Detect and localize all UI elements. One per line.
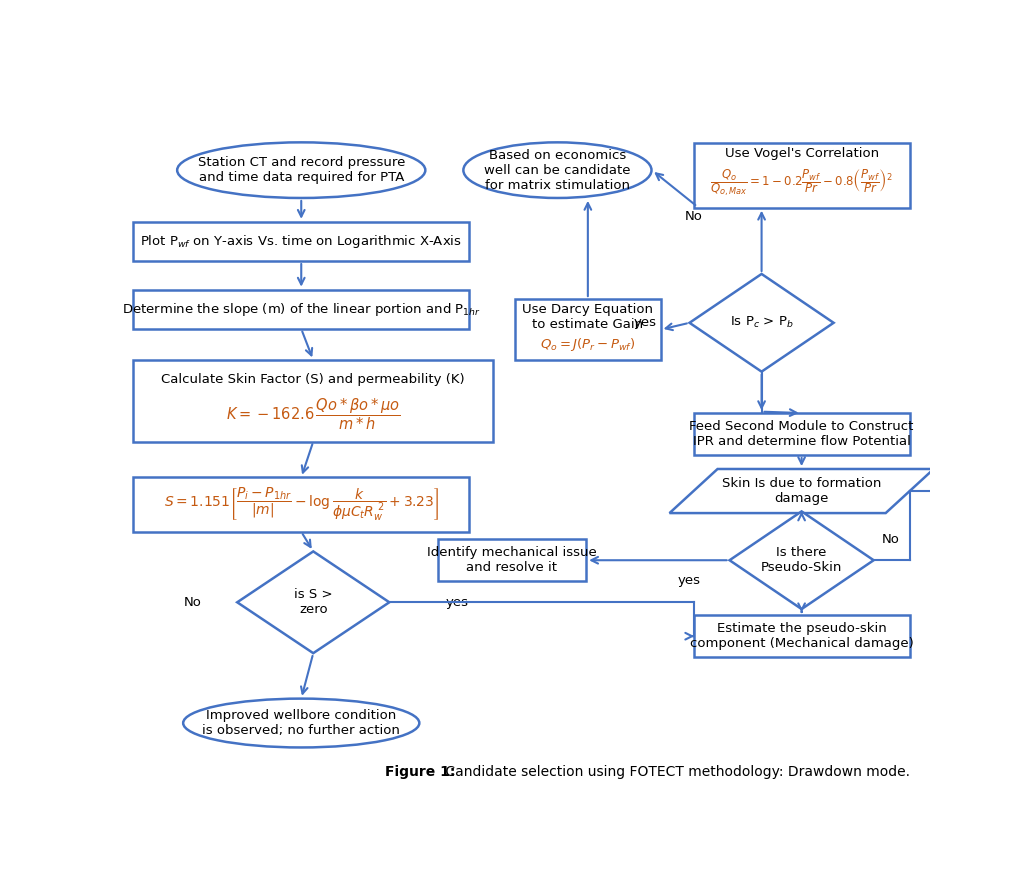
- Text: $K = -162.6\,\dfrac{Qo * \beta o * \mu o}{m * h}$: $K = -162.6\,\dfrac{Qo * \beta o * \mu o…: [226, 396, 401, 433]
- Text: $\dfrac{Q_o}{Q_{o,Max}} = 1 - 0.2\dfrac{P_{wf}}{Pr} - 0.8\left(\dfrac{P_{wf}}{Pr: $\dfrac{Q_o}{Q_{o,Max}} = 1 - 0.2\dfrac{…: [711, 168, 893, 199]
- Text: Estimate the pseudo-skin
component (Mechanical damage): Estimate the pseudo-skin component (Mech…: [690, 622, 913, 650]
- FancyBboxPatch shape: [693, 615, 910, 657]
- Polygon shape: [238, 552, 389, 653]
- Text: Based on economics
well can be candidate
for matrix stimulation: Based on economics well can be candidate…: [484, 149, 631, 192]
- FancyBboxPatch shape: [133, 360, 494, 441]
- Text: yes: yes: [678, 574, 701, 587]
- Text: is S >
zero: is S > zero: [294, 589, 333, 617]
- FancyBboxPatch shape: [693, 144, 910, 208]
- Text: yes: yes: [446, 596, 469, 609]
- Polygon shape: [669, 469, 934, 513]
- FancyBboxPatch shape: [515, 299, 661, 360]
- Text: No: No: [685, 210, 702, 223]
- Text: Identify mechanical issue
and resolve it: Identify mechanical issue and resolve it: [427, 546, 597, 574]
- Text: Figure 1:: Figure 1:: [385, 765, 456, 779]
- Text: No: No: [882, 533, 900, 546]
- Text: Skin Is due to formation
damage: Skin Is due to formation damage: [722, 477, 881, 505]
- Polygon shape: [690, 274, 834, 372]
- Ellipse shape: [178, 143, 426, 198]
- Text: No: No: [184, 596, 202, 609]
- Ellipse shape: [183, 699, 419, 747]
- Text: Determine the slope (m) of the linear portion and P$_{1hr}$: Determine the slope (m) of the linear po…: [122, 300, 480, 318]
- Text: Improved wellbore condition
is observed; no further action: Improved wellbore condition is observed;…: [202, 709, 400, 737]
- Text: Feed Second Module to Construct
IPR and determine flow Potential: Feed Second Module to Construct IPR and …: [689, 420, 914, 448]
- FancyBboxPatch shape: [693, 413, 910, 455]
- FancyBboxPatch shape: [438, 539, 586, 581]
- Text: Plot P$_{wf}$ on Y-axis Vs. time on Logarithmic X-Axis: Plot P$_{wf}$ on Y-axis Vs. time on Loga…: [140, 233, 462, 250]
- FancyBboxPatch shape: [133, 478, 469, 532]
- Text: yes: yes: [634, 316, 657, 329]
- Polygon shape: [729, 511, 874, 609]
- Text: $Q_o = J\left(P_r - P_{wf}\right)$: $Q_o = J\left(P_r - P_{wf}\right)$: [540, 336, 635, 353]
- Text: $S = 1.151\left[\dfrac{P_i - P_{1hr}}{|m|} - \log\dfrac{k}{\phi\mu C_t R_w^{\ 2}: $S = 1.151\left[\dfrac{P_i - P_{1hr}}{|m…: [164, 486, 439, 523]
- FancyBboxPatch shape: [133, 290, 469, 329]
- Ellipse shape: [464, 143, 652, 198]
- Text: Candidate selection using FOTECT methodology: Drawdown mode.: Candidate selection using FOTECT methodo…: [441, 765, 910, 779]
- Text: Calculate Skin Factor (S) and permeability (K): Calculate Skin Factor (S) and permeabili…: [161, 373, 465, 386]
- Text: Is there
Pseudo-Skin: Is there Pseudo-Skin: [761, 546, 842, 574]
- Text: Use Vogel's Correlation: Use Vogel's Correlation: [724, 147, 879, 160]
- Text: Station CT and record pressure
and time data required for PTA: Station CT and record pressure and time …: [197, 156, 405, 184]
- Text: Use Darcy Equation
to estimate Gain: Use Darcy Equation to estimate Gain: [523, 303, 653, 331]
- FancyBboxPatch shape: [133, 222, 469, 261]
- Text: Is P$_{c}$ > P$_b$: Is P$_{c}$ > P$_b$: [729, 315, 793, 330]
